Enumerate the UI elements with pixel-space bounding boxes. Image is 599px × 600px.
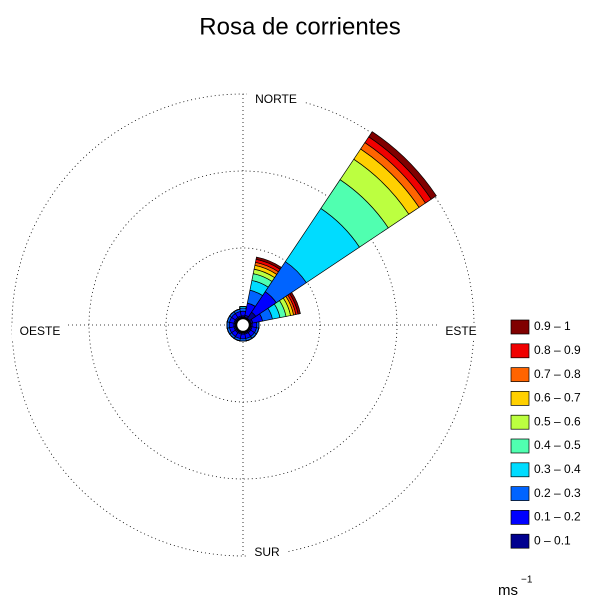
direction-label: ESTE [445,324,476,338]
legend-label: 0.6 – 0.7 [534,391,581,405]
legend-label: 0.4 – 0.5 [534,438,581,452]
legend-label: 0 – 0.1 [534,533,571,547]
label-bg [247,92,305,108]
legend-title: ms [498,582,518,599]
legend-swatch [510,533,530,549]
direction-label: NORTE [255,92,297,106]
rose-segment [368,131,437,200]
legend-label: 0.2 – 0.3 [534,486,581,500]
legend-label: 0.1 – 0.2 [534,510,581,524]
rose-segment [289,292,301,315]
legend-swatch [510,319,530,335]
label-bg [440,324,482,340]
legend-swatch [510,391,530,406]
chart-title: Rosa de corrientes [199,13,400,40]
legend-label: 0.3 – 0.4 [534,462,581,476]
legend-swatch [510,462,530,478]
legend-label: 0.9 – 1 [534,319,571,333]
legend-swatch [510,510,530,525]
direction-label: OESTE [20,324,61,338]
label-bg [248,545,286,561]
direction-label: SUR [254,545,280,559]
label-bg [12,324,68,340]
rose-segment [233,308,240,312]
legend-swatch [510,414,530,430]
legend-swatch [510,343,530,359]
legend-swatch [510,367,530,382]
legend-label: 0.7 – 0.8 [534,367,581,381]
legend-label: 0.8 – 0.9 [534,343,581,357]
legend-swatch [510,438,530,454]
legend-label: 0.5 – 0.6 [534,414,581,428]
legend-swatch [510,486,530,501]
legend-title-sup: −1 [521,575,533,586]
center-hole [234,316,252,334]
